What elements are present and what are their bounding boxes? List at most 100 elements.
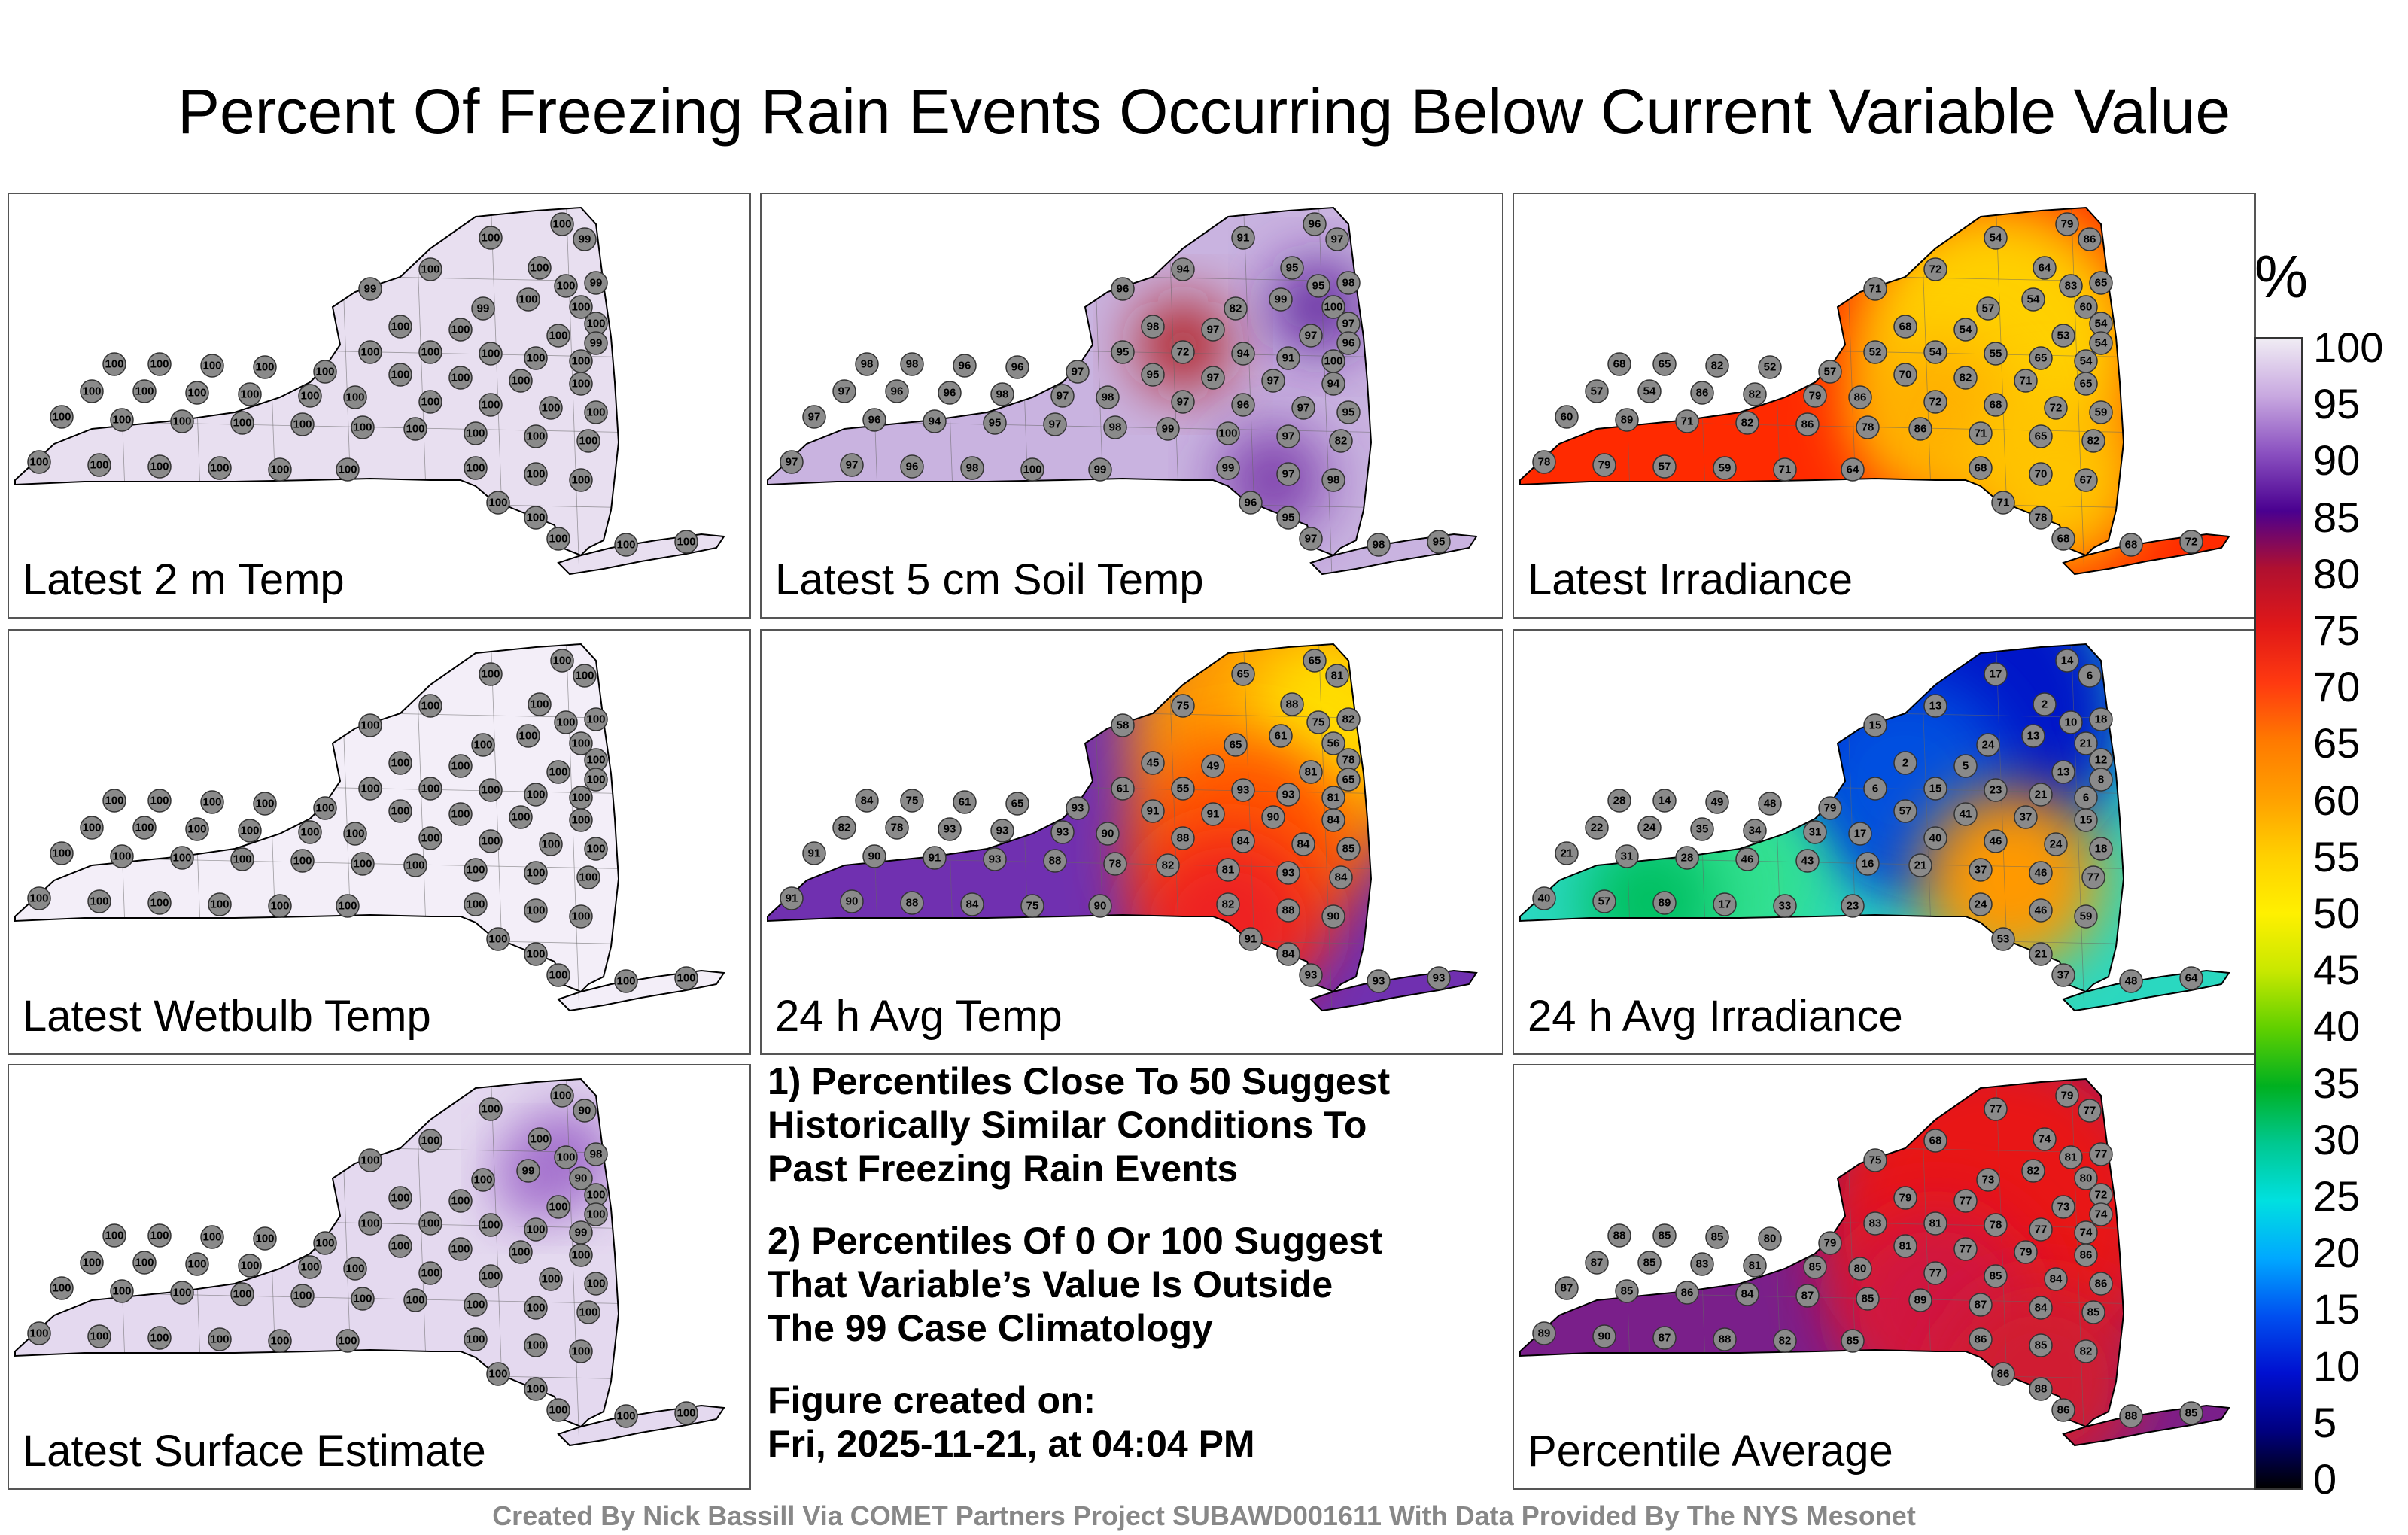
- station-value: 85: [1847, 1335, 1859, 1348]
- station-marker: 97: [1171, 390, 1195, 414]
- station-marker: 100: [528, 256, 552, 280]
- station-marker: 100: [479, 226, 503, 250]
- station-value: 100: [360, 783, 379, 795]
- station-value: 68: [1899, 321, 1912, 333]
- colorbar-tick-label: 60: [2313, 776, 2361, 824]
- station-value: 100: [82, 385, 101, 398]
- station-value: 79: [1809, 390, 1822, 403]
- value-region: [1221, 427, 1326, 533]
- station-marker: 77: [1923, 1261, 1947, 1285]
- station-value: 65: [1237, 668, 1250, 681]
- station-value: 43: [1801, 855, 1814, 868]
- station-marker: 97: [1066, 360, 1090, 384]
- station-value: 84: [2050, 1273, 2063, 1286]
- station-value: 61: [1117, 783, 1130, 795]
- station-marker: 28: [1675, 846, 1699, 870]
- station-marker: 88: [1043, 849, 1067, 873]
- station-marker: 46: [1984, 829, 2008, 853]
- station-value: 100: [255, 361, 274, 374]
- colorbar-tick-label: 40: [2313, 1002, 2361, 1050]
- station-marker: 99: [1088, 457, 1112, 482]
- station-marker: 64: [2179, 966, 2203, 990]
- station-marker: 100: [208, 1327, 232, 1351]
- station-value: 100: [210, 462, 229, 475]
- map-panel-24h-avg-irradiance: 14 6 17 13 2 10 15 18 13 21 24 12 2 5 13 8 6 15 23 21 6 28 14 4…: [1513, 629, 2256, 1055]
- station-value: 75: [1869, 1154, 1882, 1167]
- station-value: 98: [996, 388, 1009, 401]
- station-value: 80: [1764, 1233, 1777, 1245]
- station-marker: 80: [2074, 1166, 2098, 1190]
- station-value: 91: [1207, 808, 1220, 821]
- station-marker: 93: [1299, 963, 1323, 987]
- station-value: 86: [1696, 387, 1709, 400]
- station-value: 49: [1207, 760, 1220, 773]
- state-outline: [1519, 643, 2125, 993]
- station-value: 100: [52, 411, 71, 424]
- station-value: 95: [1312, 280, 1325, 293]
- state-outline: [1519, 206, 2125, 557]
- station-value: 100: [466, 898, 485, 911]
- station-value: 96: [906, 460, 919, 473]
- station-value: 55: [1990, 348, 2002, 360]
- station-value: 6: [1872, 783, 1878, 795]
- station-marker: 78: [2029, 506, 2053, 530]
- station-value: 6: [2083, 792, 2089, 804]
- station-marker: 100: [546, 1195, 570, 1219]
- station-value: 100: [526, 867, 545, 880]
- station-marker: 78: [885, 816, 909, 840]
- station-value: 82: [1749, 388, 1762, 401]
- station-value: 59: [2095, 406, 2108, 419]
- station-value: 100: [481, 232, 500, 245]
- station-marker: 35: [1690, 817, 1714, 841]
- station-value: 100: [421, 346, 439, 359]
- station-marker: 100: [87, 453, 111, 477]
- station-marker: 64: [2033, 256, 2057, 280]
- panel-label: 24 h Avg Irradiance: [1528, 992, 1903, 1041]
- station-marker: 100: [584, 768, 608, 792]
- station-value: 54: [1960, 324, 1972, 336]
- station-marker: 100: [569, 904, 593, 929]
- station-marker: 100: [230, 411, 254, 435]
- station-marker: 88: [2119, 1404, 2143, 1428]
- station-marker: 100: [546, 324, 570, 348]
- ny-state-map: 100 100 100 100 100 100 100 100 100 100 100 100 100 1…: [14, 643, 725, 1012]
- station-value: 100: [150, 1332, 169, 1345]
- station-value: 82: [1741, 417, 1754, 430]
- station-marker: 96: [938, 381, 962, 405]
- station-marker: 100: [343, 385, 367, 409]
- station-value: 14: [1659, 795, 1671, 807]
- station-value: 80: [2080, 1172, 2093, 1185]
- station-marker: 100: [509, 369, 533, 393]
- station-value: 57: [1598, 895, 1611, 908]
- station-marker: 57: [1976, 296, 2000, 321]
- station-value: 95: [989, 417, 1002, 430]
- station-marker: 98: [1336, 271, 1361, 295]
- station-marker: 100: [569, 295, 593, 319]
- station-marker: 91: [1141, 799, 1165, 823]
- station-value: 54: [1643, 385, 1656, 398]
- station-value: 90: [1598, 1330, 1611, 1343]
- station-marker: 98: [1103, 415, 1127, 439]
- station-marker: 81: [1321, 786, 1345, 810]
- station-marker: 100: [546, 527, 570, 551]
- station-marker: 97: [780, 450, 804, 474]
- station-marker: 61: [953, 790, 977, 814]
- station-value: 82: [1222, 898, 1235, 911]
- station-value: 100: [391, 805, 409, 818]
- station-marker: 100: [464, 421, 488, 445]
- station-marker: 100: [185, 381, 209, 405]
- station-marker: 59: [2074, 904, 2098, 929]
- station-value: 100: [338, 1335, 357, 1348]
- long-island-outline: [2062, 969, 2230, 1012]
- station-value: 40: [1929, 832, 1942, 845]
- station-value: 100: [571, 1249, 590, 1262]
- station-marker: 100: [418, 694, 442, 718]
- station-value: 53: [2057, 330, 2070, 342]
- station-marker: 90: [862, 844, 886, 868]
- station-marker: 84: [855, 789, 879, 813]
- station-marker: 88: [1280, 692, 1304, 716]
- station-value: 100: [676, 972, 695, 985]
- station-marker: 100: [27, 450, 51, 474]
- station-value: 100: [549, 330, 567, 342]
- station-value: 86: [2095, 1278, 2108, 1290]
